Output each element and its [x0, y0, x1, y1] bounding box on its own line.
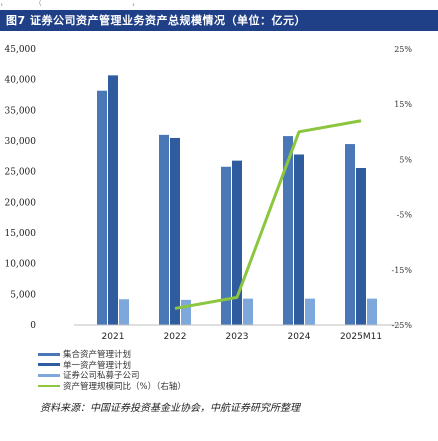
legend-item-series-4: 资产管理规模同比（%）（右轴） — [38, 381, 186, 392]
chart-legend: 集合资产管理计划 单一资产管理计划 证券公司私募子公司 资产管理规模同比（%）（… — [38, 349, 186, 392]
y-axis-tick-label: 0 — [30, 321, 36, 331]
bar — [108, 75, 118, 325]
y-axis-tick-label: 35,000 — [5, 106, 37, 116]
legend-swatch — [38, 373, 60, 377]
top-text-strip: ， （ ， — [0, 0, 159, 7]
bar — [170, 137, 180, 325]
legend-item-series-3: 证券公司私募子公司 — [38, 370, 186, 381]
x-axis-tick-label: 2022 — [164, 332, 187, 342]
y-axis-tick-label: 20,000 — [5, 198, 37, 208]
bar — [221, 166, 231, 325]
bar — [97, 90, 107, 325]
source-note: 资料来源：中国证券投资基金业协会，中航证券研究所整理 — [40, 403, 300, 414]
y2-axis-tick-label: -25% — [392, 321, 413, 330]
bar — [181, 299, 191, 325]
y2-axis-tick-label: 15% — [394, 100, 412, 109]
bar — [232, 160, 242, 325]
y-axis-tick-label: 10,000 — [5, 260, 37, 270]
legend-swatch — [38, 363, 60, 367]
bar — [283, 136, 293, 325]
bar — [345, 144, 355, 325]
bar — [119, 299, 129, 325]
x-axis-tick-label: 2021 — [102, 332, 125, 342]
legend-item-series-1: 集合资产管理计划 — [38, 349, 186, 360]
legend-item-series-2: 单一资产管理计划 — [38, 360, 186, 371]
y2-axis-tick-label: -5% — [397, 211, 413, 220]
x-axis-tick-label: 2025M11 — [340, 332, 382, 342]
x-axis-tick-label: 2024 — [288, 332, 311, 342]
y2-axis-tick-label: 5% — [399, 155, 412, 164]
y-axis-tick-label: 5,000 — [10, 290, 36, 300]
bar — [367, 298, 377, 325]
x-axis-tick-label: 2023 — [226, 332, 249, 342]
y-axis-tick-label: 25,000 — [5, 168, 37, 178]
bar — [159, 134, 169, 325]
y-axis-tick-label: 15,000 — [5, 229, 37, 239]
legend-label: 资产管理规模同比（%）（右轴） — [63, 381, 186, 392]
legend-label: 证券公司私募子公司 — [63, 371, 140, 382]
y-axis-tick-label: 30,000 — [5, 137, 37, 147]
chart-title-banner: 图7 证券公司资产管理业务资产总规模情况（单位：亿元） — [0, 10, 438, 31]
y2-axis-tick-label: -15% — [392, 266, 413, 275]
y2-axis-tick-label: 25% — [394, 45, 412, 54]
line-series — [174, 119, 362, 310]
legend-label: 单一资产管理计划 — [63, 360, 132, 371]
y-axis-tick-label: 45,000 — [5, 45, 37, 55]
legend-swatch — [38, 352, 60, 356]
bar — [243, 298, 253, 325]
y-axis-tick-label: 40,000 — [5, 76, 37, 86]
bar — [305, 298, 315, 325]
legend-label: 集合资产管理计划 — [63, 350, 132, 361]
bar — [356, 167, 366, 325]
bar — [294, 154, 304, 325]
legend-swatch — [38, 384, 60, 387]
